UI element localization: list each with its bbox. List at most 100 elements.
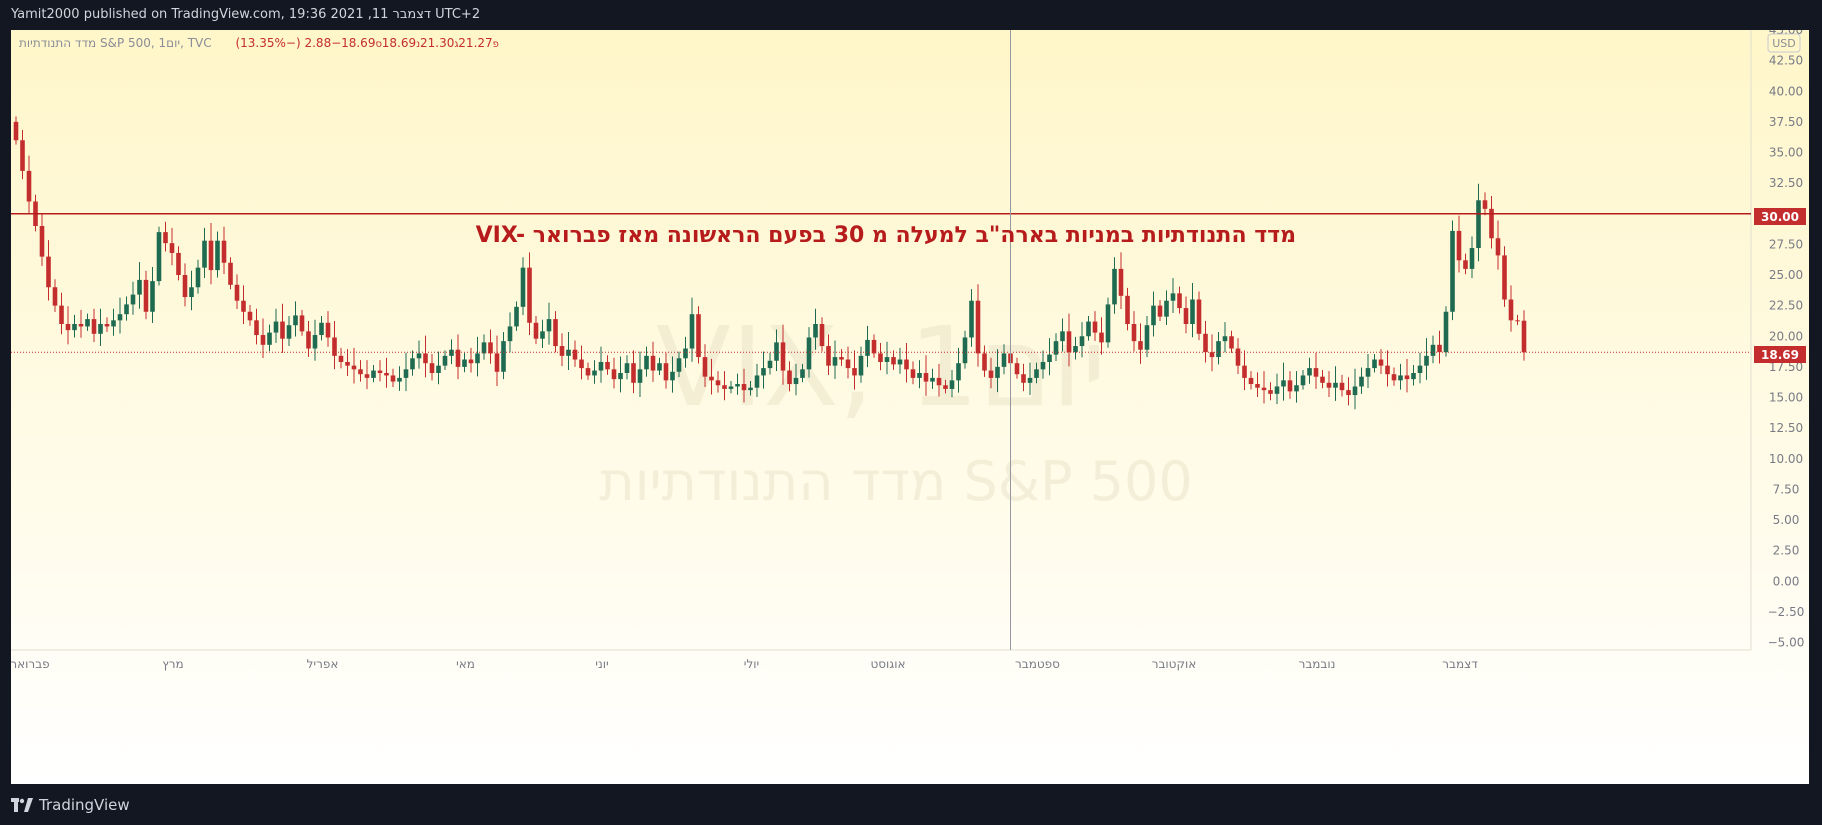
candle-body <box>85 319 90 327</box>
candle-body <box>286 325 292 339</box>
candle-body <box>1391 374 1397 381</box>
candle-body <box>949 380 955 389</box>
candle <box>436 351 441 385</box>
candle-body <box>124 304 129 315</box>
candle-body <box>455 349 461 367</box>
candle-body <box>91 319 97 334</box>
candle-body <box>806 337 812 370</box>
candle <box>1502 246 1507 307</box>
currency-badge[interactable]: USD <box>1767 33 1801 53</box>
candle-body <box>78 324 84 327</box>
candle <box>429 354 435 381</box>
tradingview-logo-icon <box>11 797 33 812</box>
candle <box>416 340 422 369</box>
candle <box>1417 352 1423 384</box>
candle-body <box>1261 387 1267 391</box>
candle <box>1320 369 1325 389</box>
candle <box>683 336 688 368</box>
candle-body <box>748 387 753 391</box>
candle-body <box>1508 299 1514 321</box>
candle-body <box>1476 200 1481 249</box>
candle-body <box>351 365 357 370</box>
candle <box>559 333 565 367</box>
candle <box>1066 313 1072 367</box>
candle-body <box>1099 332 1104 343</box>
candle <box>286 316 292 347</box>
candle-body <box>208 240 214 271</box>
candle-body <box>858 355 864 376</box>
candle-body <box>293 315 298 326</box>
candle <box>221 226 227 275</box>
candle <box>533 316 539 345</box>
candle-body <box>1242 365 1247 378</box>
candle <box>819 317 825 352</box>
candle <box>104 317 110 332</box>
price-tick-label: −5.00 <box>1768 636 1805 650</box>
candle <box>709 358 714 395</box>
candle <box>936 363 942 397</box>
candle <box>1118 252 1124 310</box>
candle-body <box>930 377 935 382</box>
overlays-layer <box>11 30 1751 650</box>
legend-h-value: 21.30 <box>420 36 454 50</box>
tradingview-logo[interactable]: TradingView <box>11 796 130 814</box>
legend-l-value: 18.69 <box>382 36 416 50</box>
candle <box>1034 362 1039 384</box>
candle <box>449 339 454 365</box>
candle <box>345 349 350 376</box>
time-tick-label: פברואר <box>11 657 50 671</box>
candle-body <box>169 243 175 253</box>
candle-body <box>117 314 123 321</box>
candle-body <box>1118 268 1124 296</box>
candle <box>930 368 935 389</box>
candle <box>384 357 389 388</box>
candle-body <box>891 357 896 365</box>
candle-body <box>884 357 890 362</box>
candle-body <box>1489 208 1494 239</box>
candle-body <box>390 375 396 382</box>
candle <box>494 335 500 386</box>
candle <box>1203 320 1208 363</box>
candle <box>1170 278 1176 313</box>
candle <box>884 341 890 375</box>
candle <box>904 342 909 383</box>
annotation-text[interactable]: VIX- מדד התנודתיות במניות בארה"ב למעלה מ… <box>476 223 1296 248</box>
candle <box>780 324 786 385</box>
candle <box>397 366 402 391</box>
time-axis[interactable]: פברואר מרץ אפריל מאי יוני יולי אוגוסט ספטמבר אוק… <box>10 649 1751 671</box>
candle <box>1261 371 1267 404</box>
chart-frame[interactable]: VIX, יום1 מדד התנודתיות S&P 500 45.00 42.… <box>10 23 1809 784</box>
candle <box>1391 367 1397 386</box>
price-tick-label: 25.00 <box>1769 268 1803 282</box>
candle-body <box>1105 304 1111 343</box>
candle-body <box>1281 380 1286 387</box>
candle <box>702 344 708 387</box>
candle-body <box>813 324 818 338</box>
candle <box>1047 338 1052 376</box>
last-price-text: 18.69 <box>1761 348 1799 362</box>
candle-body <box>325 322 331 338</box>
candle-body <box>1437 344 1442 353</box>
candle <box>923 355 929 396</box>
candle-body <box>1014 363 1020 375</box>
candle-body <box>819 324 825 347</box>
candle <box>1027 362 1033 396</box>
price-tick-label: 42.50 <box>1769 54 1803 68</box>
candle-body <box>897 359 903 365</box>
candle-body <box>572 349 578 360</box>
candle <box>176 246 181 281</box>
candle-body <box>52 287 58 306</box>
candle <box>481 334 487 360</box>
legend-c-value: 18.69 <box>341 36 375 50</box>
candle <box>969 289 974 347</box>
candles-layer <box>13 116 1527 410</box>
candle <box>358 360 363 382</box>
price-tick-label: 20.00 <box>1769 329 1803 343</box>
time-tick-label: ספטמבר <box>1015 657 1060 671</box>
candle <box>124 296 129 321</box>
candle-body <box>104 324 110 327</box>
candle-body <box>150 281 155 312</box>
candle <box>514 301 519 331</box>
candle-body <box>436 365 441 373</box>
price-chart[interactable]: VIX, יום1 מדד התנודתיות S&P 500 45.0042.… <box>10 23 1809 784</box>
